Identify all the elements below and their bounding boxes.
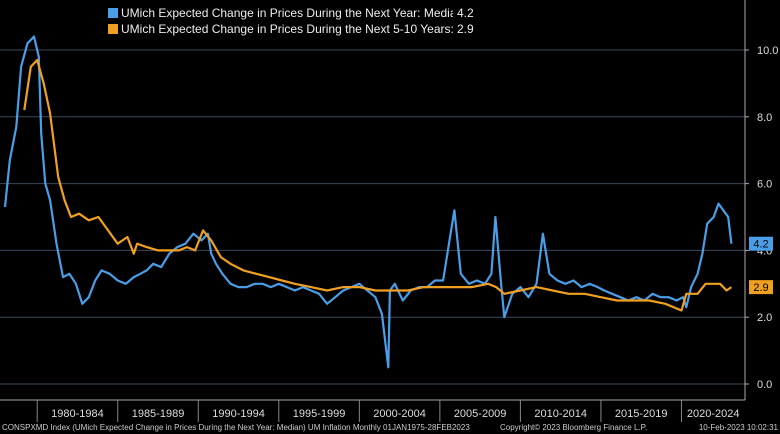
- legend: UMich Expected Change in Prices During t…: [104, 4, 478, 39]
- footer-timestamp: 10-Feb-2023 10:02:31: [698, 423, 778, 432]
- x-category-label: 1995-1999: [293, 408, 346, 420]
- y-tick-label: 0.0: [757, 379, 772, 391]
- x-category-label: 2005-2009: [454, 408, 507, 420]
- y-tick-label: 10.0: [757, 45, 778, 57]
- legend-label-5-10y: UMich Expected Change in Prices During t…: [121, 22, 453, 36]
- x-category-label: 1985-1989: [132, 408, 185, 420]
- last-value-marker-5-10y: [749, 280, 773, 295]
- footer-source: CONSPXMD Index (UMich Expected Change in…: [2, 423, 470, 432]
- legend-swatch-5-10y: [108, 24, 118, 34]
- x-category-label: 2000-2004: [373, 408, 426, 420]
- y-tick-label: 6.0: [757, 179, 772, 191]
- footer: CONSPXMD Index (UMich Expected Change in…: [0, 422, 780, 434]
- last-value-label-1y: 4.2: [753, 239, 768, 251]
- legend-swatch-1y: [108, 8, 118, 18]
- series-line-5-10y: [23, 58, 733, 312]
- legend-value-5-10y: 2.9: [457, 22, 474, 36]
- x-category-label: 1990-1994: [212, 408, 265, 420]
- x-category-label: 2015-2019: [615, 408, 668, 420]
- y-tick-label: 2.0: [757, 312, 772, 324]
- x-category-label: 1980-1984: [51, 408, 104, 420]
- legend-item-5-10y: UMich Expected Change in Prices During t…: [108, 21, 474, 37]
- legend-value-1y: 4.2: [457, 6, 474, 20]
- last-value-marker-1y: [749, 236, 773, 251]
- last-value-label-5-10y: 2.9: [753, 282, 768, 294]
- legend-item-1y: UMich Expected Change in Prices During t…: [108, 5, 474, 21]
- y-tick-label: 8.0: [757, 112, 772, 124]
- footer-copyright: Copyright© 2023 Bloomberg Finance L.P.: [500, 423, 648, 432]
- legend-label-1y: UMich Expected Change in Prices During t…: [121, 6, 453, 20]
- series-line-1y: [3, 35, 733, 369]
- x-category-label: 2020-2024: [687, 408, 740, 420]
- x-category-label: 2010-2014: [534, 408, 587, 420]
